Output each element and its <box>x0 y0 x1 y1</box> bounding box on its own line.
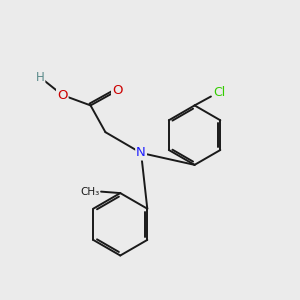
Text: N: N <box>136 146 146 160</box>
Text: O: O <box>112 84 123 97</box>
Text: Cl: Cl <box>213 86 225 99</box>
Text: CH₃: CH₃ <box>80 187 99 196</box>
Text: H: H <box>36 71 44 84</box>
Text: O: O <box>57 88 68 101</box>
